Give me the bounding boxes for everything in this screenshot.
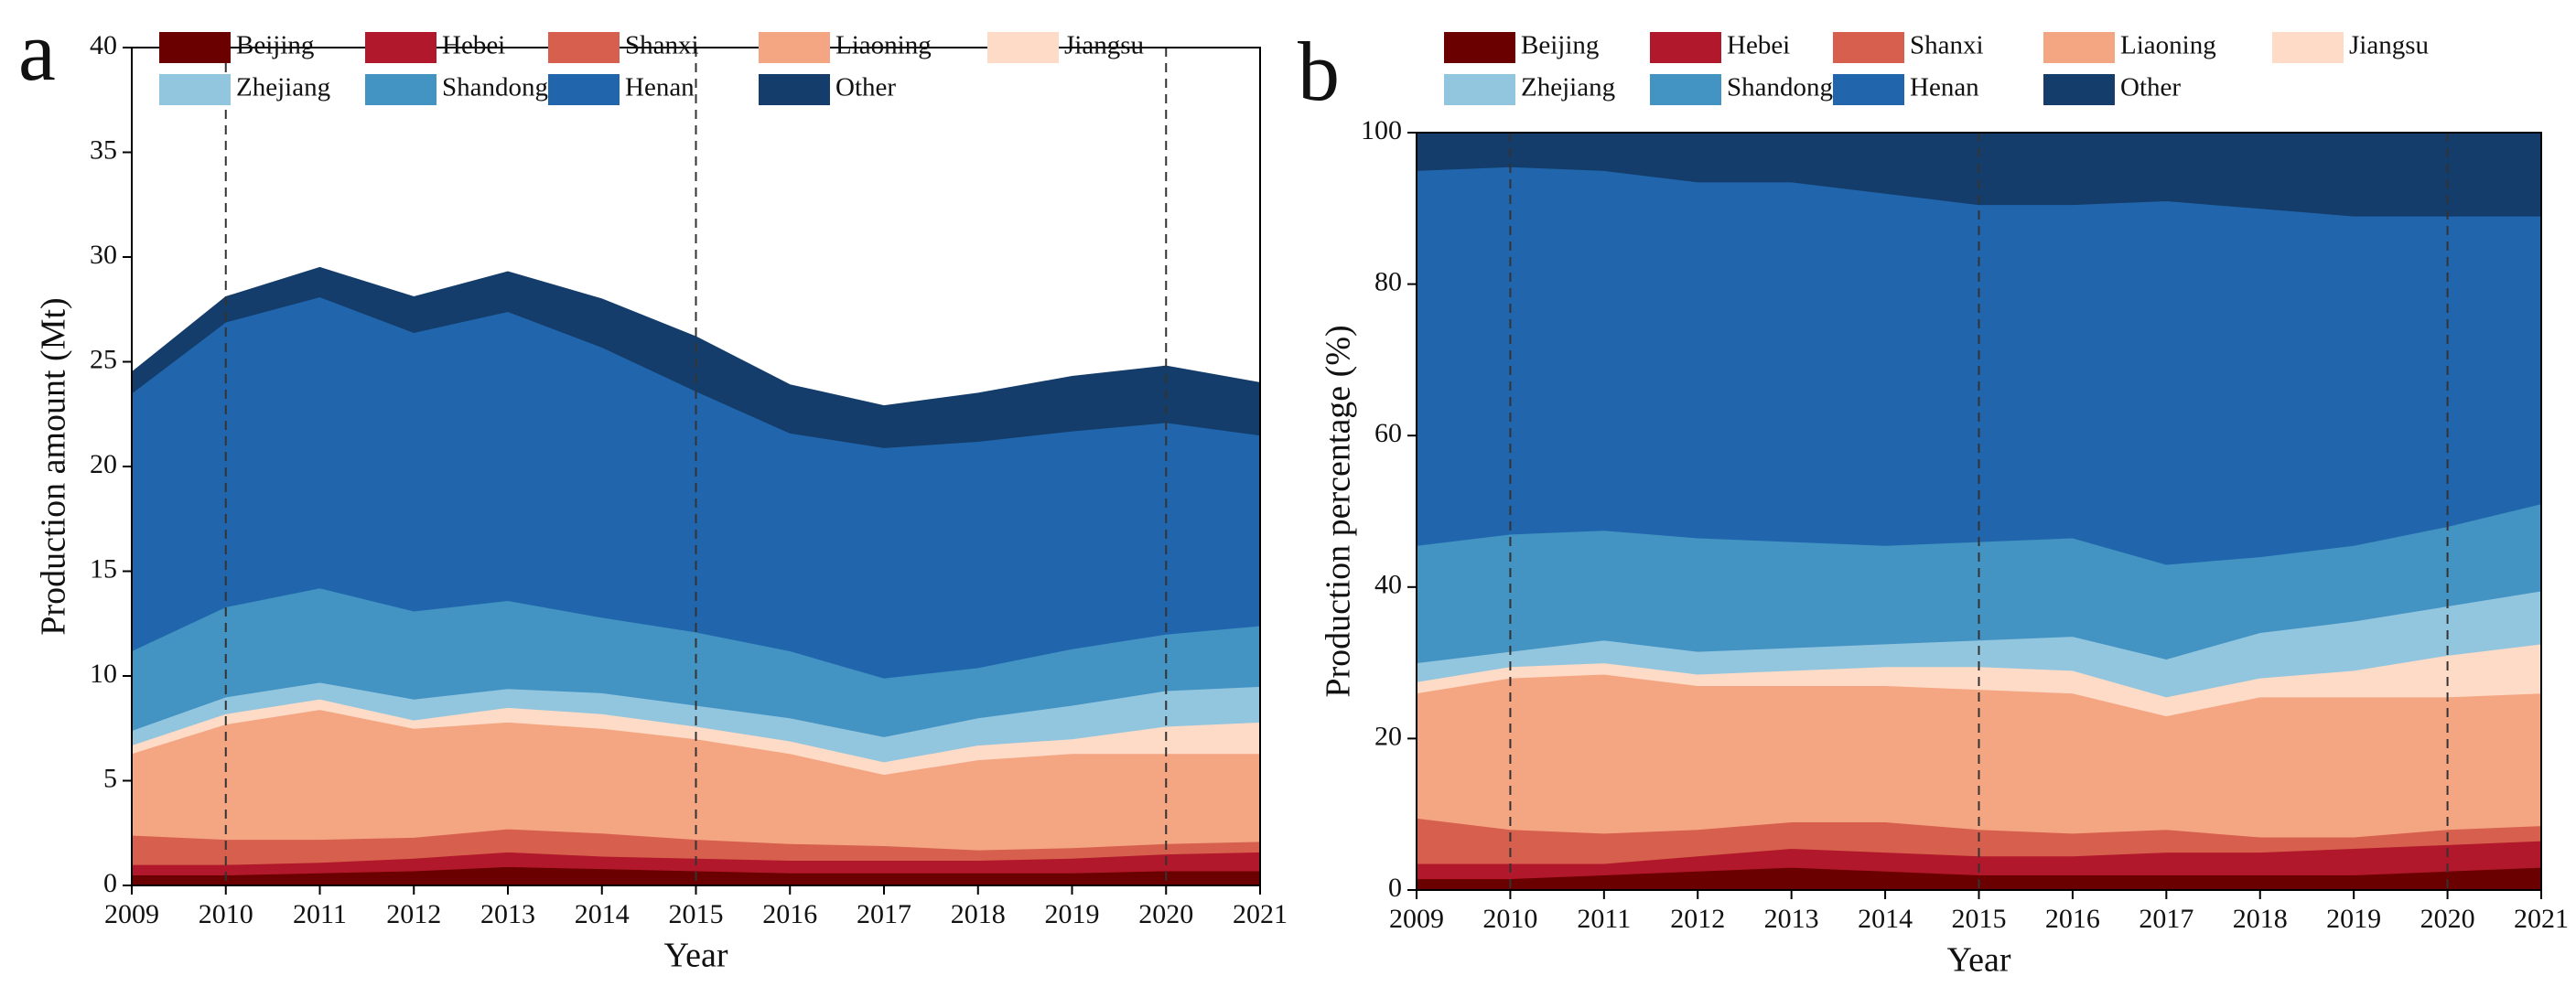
legend-swatch (1833, 74, 1904, 105)
x-tick-label: 2018 (2233, 904, 2288, 934)
y-tick-label: 0 (1388, 873, 1402, 903)
legend-label: Shanxi (1910, 31, 1984, 60)
x-tick-label: 2015 (1952, 904, 2007, 934)
x-tick-label: 2012 (386, 899, 441, 929)
y-tick-label: 15 (90, 553, 117, 584)
legend-label: Zhejiang (236, 73, 330, 102)
legend-swatch (1650, 74, 1721, 105)
y-tick-label: 35 (90, 134, 117, 165)
legend-swatch (759, 32, 830, 63)
y-tick-label: 30 (90, 240, 117, 270)
x-tick-label: 2021 (2514, 904, 2569, 934)
x-tick-label: 2011 (293, 899, 347, 929)
legend-swatch (759, 74, 830, 105)
legend-swatch (2043, 32, 2115, 63)
legend-swatch (2043, 74, 2115, 105)
legend-label: Other (2120, 73, 2181, 102)
legend-swatch (2272, 32, 2344, 63)
y-tick-label: 80 (1374, 266, 1402, 296)
x-tick-label: 2018 (951, 899, 1006, 929)
legend-label: Shandong (1727, 73, 1833, 102)
panel: 0 5 10 15 20 25 30 35 40 2009 2010 2011 2012 2013 2014… (18, 5, 1288, 975)
x-tick-label: 2014 (1858, 904, 1913, 934)
legend-swatch (1650, 32, 1721, 63)
legend-label: Beijing (236, 31, 314, 60)
legend-swatch (1444, 74, 1515, 105)
legend-label: Jiangsu (2349, 31, 2429, 60)
y-tick-label: 100 (1361, 115, 1402, 145)
x-axis-label: Year (663, 937, 728, 975)
x-tick-label: 2016 (2045, 904, 2100, 934)
legend-swatch (548, 74, 620, 105)
legend-swatch (365, 32, 437, 63)
y-tick-label: 25 (90, 344, 117, 374)
panel: 0 20 40 60 80 100 2009 2010 2011 2012 2013 2014 2015… (1298, 25, 2569, 980)
legend-swatch (1444, 32, 1515, 63)
legend-label: Beijing (1521, 31, 1599, 60)
panel-label: b (1298, 25, 1340, 118)
x-tick-label: 2009 (1389, 904, 1444, 934)
y-tick-label: 20 (1374, 721, 1402, 751)
legend-label: Hebei (1727, 31, 1790, 60)
x-tick-label: 2017 (857, 899, 911, 929)
x-tick-label: 2012 (1670, 904, 1725, 934)
x-tick-label: 2020 (1138, 899, 1193, 929)
legend-swatch (365, 74, 437, 105)
legend-label: Henan (625, 73, 695, 102)
legend-label: Jiangsu (1064, 31, 1144, 60)
legend-label: Liaoning (2120, 31, 2216, 60)
x-tick-label: 2013 (1764, 904, 1819, 934)
x-tick-label: 2013 (480, 899, 535, 929)
legend-label: Liaoning (835, 31, 932, 60)
y-tick-label: 0 (103, 868, 117, 898)
legend-label: Other (835, 73, 896, 102)
x-tick-label: 2017 (2139, 904, 2193, 934)
y-tick-label: 5 (103, 763, 117, 793)
x-tick-label: 2014 (575, 899, 630, 929)
x-tick-label: 2010 (199, 899, 253, 929)
legend-swatch (159, 74, 231, 105)
x-tick-label: 2019 (1045, 899, 1100, 929)
legend-label: Shanxi (625, 31, 699, 60)
y-tick-label: 60 (1374, 418, 1402, 448)
panel-label: a (18, 5, 56, 98)
y-tick-label: 20 (90, 449, 117, 479)
y-axis-label: Production amount (Mt) (35, 297, 73, 635)
legend-label: Shandong (442, 73, 548, 102)
x-tick-label: 2020 (2420, 904, 2475, 934)
legend-swatch (987, 32, 1059, 63)
x-tick-label: 2009 (104, 899, 159, 929)
x-tick-label: 2011 (1577, 904, 1631, 934)
legend-swatch (1833, 32, 1904, 63)
y-tick-label: 10 (90, 659, 117, 689)
x-tick-label: 2015 (669, 899, 724, 929)
x-tick-label: 2021 (1233, 899, 1288, 929)
y-axis-label: Production percentage (%) (1320, 325, 1358, 697)
legend-label: Zhejiang (1521, 73, 1615, 102)
x-tick-label: 2010 (1482, 904, 1537, 934)
x-tick-label: 2019 (2326, 904, 2381, 934)
legend-label: Hebei (442, 31, 505, 60)
legend-label: Henan (1910, 73, 1979, 102)
legend-swatch (159, 32, 231, 63)
x-tick-label: 2016 (762, 899, 817, 929)
y-tick-label: 40 (90, 30, 117, 60)
x-axis-label: Year (1946, 941, 2010, 980)
y-tick-label: 40 (1374, 570, 1402, 600)
legend-swatch (548, 32, 620, 63)
